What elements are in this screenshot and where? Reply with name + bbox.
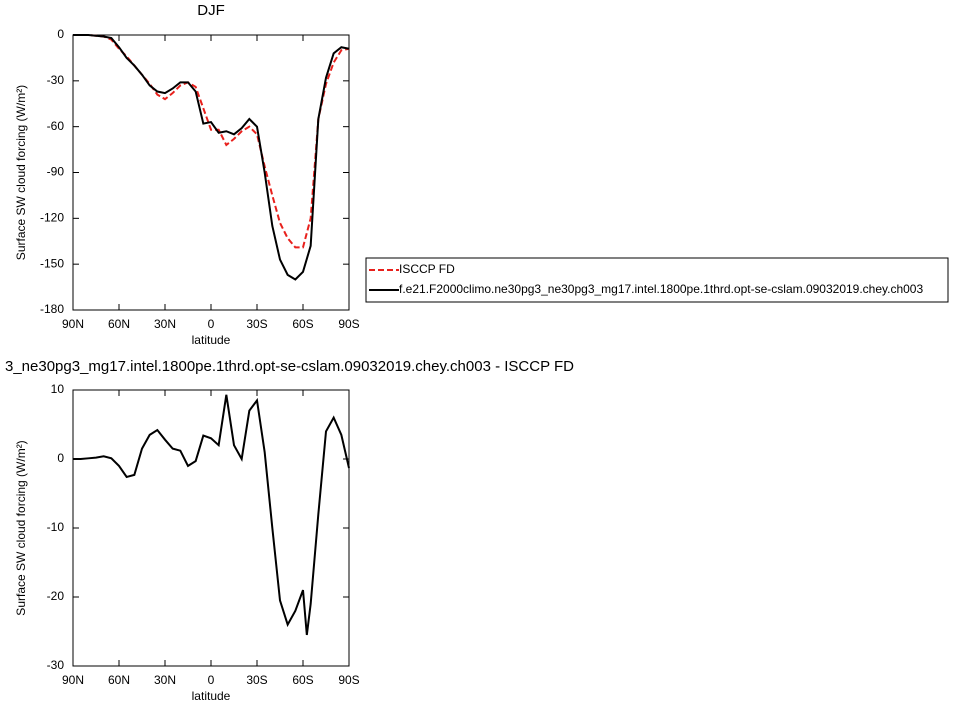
x-tick-label: 30S	[246, 317, 267, 331]
y-tick-label: -30	[47, 73, 65, 87]
legend-label: f.e21.F2000climo.ne30pg3_ne30pg3_mg17.in…	[399, 282, 923, 296]
x-tick-label: 30S	[246, 673, 267, 687]
legend-box	[365, 257, 949, 303]
x-axis-label: latitude	[192, 689, 231, 703]
legend-label: ISCCP FD	[399, 262, 455, 276]
x-tick-label: 60N	[108, 673, 130, 687]
x-tick-label: 60N	[108, 317, 130, 331]
y-tick-label: -30	[47, 658, 65, 672]
plot-frame	[72, 34, 350, 311]
x-tick-label: 60S	[292, 317, 313, 331]
y-tick-label: 0	[57, 27, 64, 41]
x-tick-label: 90N	[62, 673, 84, 687]
data-line	[73, 34, 350, 281]
x-tick-label: 90S	[338, 317, 359, 331]
y-tick-label: -10	[47, 520, 65, 534]
y-axis-label: Surface SW cloud forcing (W/m²)	[14, 85, 28, 260]
x-tick-label: 90N	[62, 317, 84, 331]
y-tick-label: 10	[51, 382, 65, 396]
x-axis-label: latitude	[192, 333, 231, 347]
y-tick-label: -60	[47, 119, 65, 133]
y-axis-label: Surface SW cloud forcing (W/m²)	[14, 440, 28, 615]
x-tick-label: 0	[208, 317, 215, 331]
chart-title: 3_ne30pg3_mg17.intel.1800pe.1thrd.opt-se…	[5, 358, 574, 375]
y-tick-label: -20	[47, 589, 65, 603]
y-tick-label: -150	[40, 256, 64, 270]
y-tick-label: 0	[57, 451, 64, 465]
x-tick-label: 0	[208, 673, 215, 687]
x-tick-label: 90S	[338, 673, 359, 687]
y-tick-label: -90	[47, 165, 65, 179]
x-tick-label: 60S	[292, 673, 313, 687]
y-tick-label: -120	[40, 211, 64, 225]
chart-title: DJF	[197, 2, 225, 19]
data-line	[73, 34, 350, 249]
data-line	[73, 394, 350, 636]
x-tick-label: 30N	[154, 317, 176, 331]
y-tick-label: -180	[40, 302, 64, 316]
x-tick-label: 30N	[154, 673, 176, 687]
